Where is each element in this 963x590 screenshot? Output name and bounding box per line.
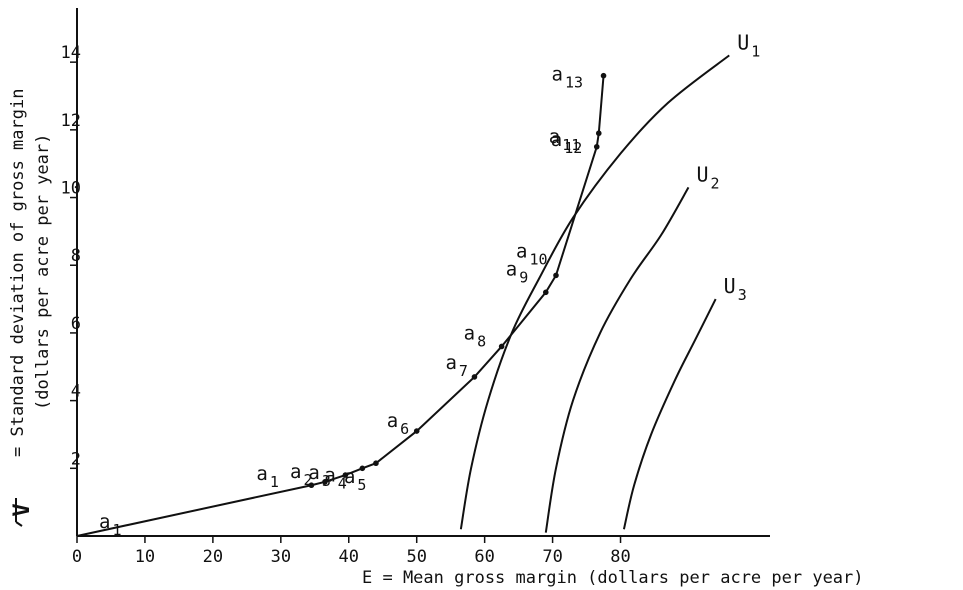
point-label-main: a	[464, 322, 475, 344]
indifference-curve-1	[459, 54, 730, 530]
point-label-sub: 3	[322, 472, 331, 490]
x-tick-label: 30	[271, 547, 291, 567]
x-tick-label: 20	[203, 547, 223, 567]
frontier-point	[471, 374, 478, 380]
point-label-sub: 1	[112, 521, 121, 539]
indifference-curve-2	[544, 186, 690, 533]
x-tick-label: 10	[135, 547, 155, 567]
efficient-frontier	[76, 72, 607, 537]
point-label-main: a	[387, 410, 398, 432]
frontier-point	[342, 472, 349, 478]
curve-label-main: U	[724, 274, 736, 298]
y-axis-title-line1: = Standard deviation of gross margin	[8, 89, 28, 457]
curve-label-sub: 3	[738, 286, 747, 304]
y-axis-title: V = Standard deviation of gross margin (…	[8, 89, 53, 527]
frontier-point	[593, 143, 600, 150]
point-label-sub: 7	[459, 362, 468, 380]
frontier-point	[373, 460, 379, 467]
point-label-main: a	[552, 64, 563, 86]
point-label-sub: 5	[357, 476, 366, 494]
point-label-main: a	[256, 463, 267, 485]
curve-label-sub: 2	[711, 174, 720, 192]
point-label: a 10	[516, 240, 548, 268]
y-tick-label: 6	[71, 314, 81, 334]
axes	[76, 8, 770, 537]
point-label-main: a	[516, 240, 527, 262]
point-label-sub: 1	[270, 473, 279, 491]
point-label: a 13	[552, 64, 584, 92]
frontier-point	[322, 479, 328, 485]
frontier-point	[600, 72, 607, 79]
x-tick-label: 70	[542, 547, 562, 567]
y-tick-label: 8	[71, 246, 81, 266]
point-label-main: a	[344, 466, 355, 488]
point-label-main: a	[324, 464, 335, 486]
frontier-point	[553, 272, 559, 279]
frontier-line	[76, 75, 605, 537]
x-axis-title: E = Mean gross margin (dollars per acre …	[362, 568, 864, 588]
point-label-main: a	[99, 511, 110, 533]
y-axis-sqrt-tick	[15, 521, 23, 527]
x-tick-label: 50	[406, 547, 426, 567]
point-label-sub: 13	[565, 74, 583, 92]
point-labels: a 1a 1 a 2a 3a 4a 5a 6a 7a 8a 9a 10a 11a 12a 13	[99, 64, 583, 539]
curve-label-main: U	[696, 162, 708, 186]
point-label-sub: 2	[303, 471, 312, 489]
curve-label-sub: 1	[751, 42, 760, 60]
frontier-point	[308, 482, 315, 489]
point-label-main: a	[308, 462, 319, 484]
point-label-main: a	[549, 126, 560, 148]
frontier-point	[595, 130, 602, 137]
point-label-sub: 8	[477, 332, 486, 350]
frontier-point	[359, 465, 366, 472]
frontier-point	[413, 428, 420, 434]
x-tick-label: 80	[610, 547, 630, 567]
y-tick-label: 2	[71, 449, 81, 469]
x-tick-label: 60	[474, 547, 494, 567]
point-label-main: a	[445, 352, 456, 374]
point-label-sub: 10	[529, 250, 547, 268]
point-label-sub: 9	[519, 268, 528, 286]
frontier-point	[498, 343, 505, 350]
point-label: a 12	[551, 129, 583, 157]
point-label-sub: 4	[338, 474, 347, 492]
point-label-main: a	[551, 129, 562, 151]
point-label-sub: 12	[564, 139, 582, 157]
x-tick-label: 0	[72, 547, 82, 567]
curve-label-main: U	[737, 30, 749, 54]
y-tick-label: 12	[61, 111, 81, 131]
y-axis-symbol: V	[10, 503, 35, 516]
indifference-curves: U 1U 2U 3	[459, 30, 760, 533]
x-tick-label: 40	[339, 547, 359, 567]
point-label-sub: 6	[400, 420, 409, 438]
y-axis-title-line2: (dollars per acre per year)	[33, 134, 53, 410]
y-tick-label: 4	[71, 382, 81, 402]
frontier-point	[542, 289, 549, 296]
y-tick-label: 10	[61, 179, 81, 199]
point-label: a 11	[549, 126, 581, 154]
point-label-sub: 11	[562, 136, 580, 154]
point-label-main: a	[506, 258, 517, 280]
y-tick-label: 14	[61, 43, 81, 63]
point-label-main: a	[290, 461, 301, 483]
indifference-curve-3	[622, 298, 717, 530]
